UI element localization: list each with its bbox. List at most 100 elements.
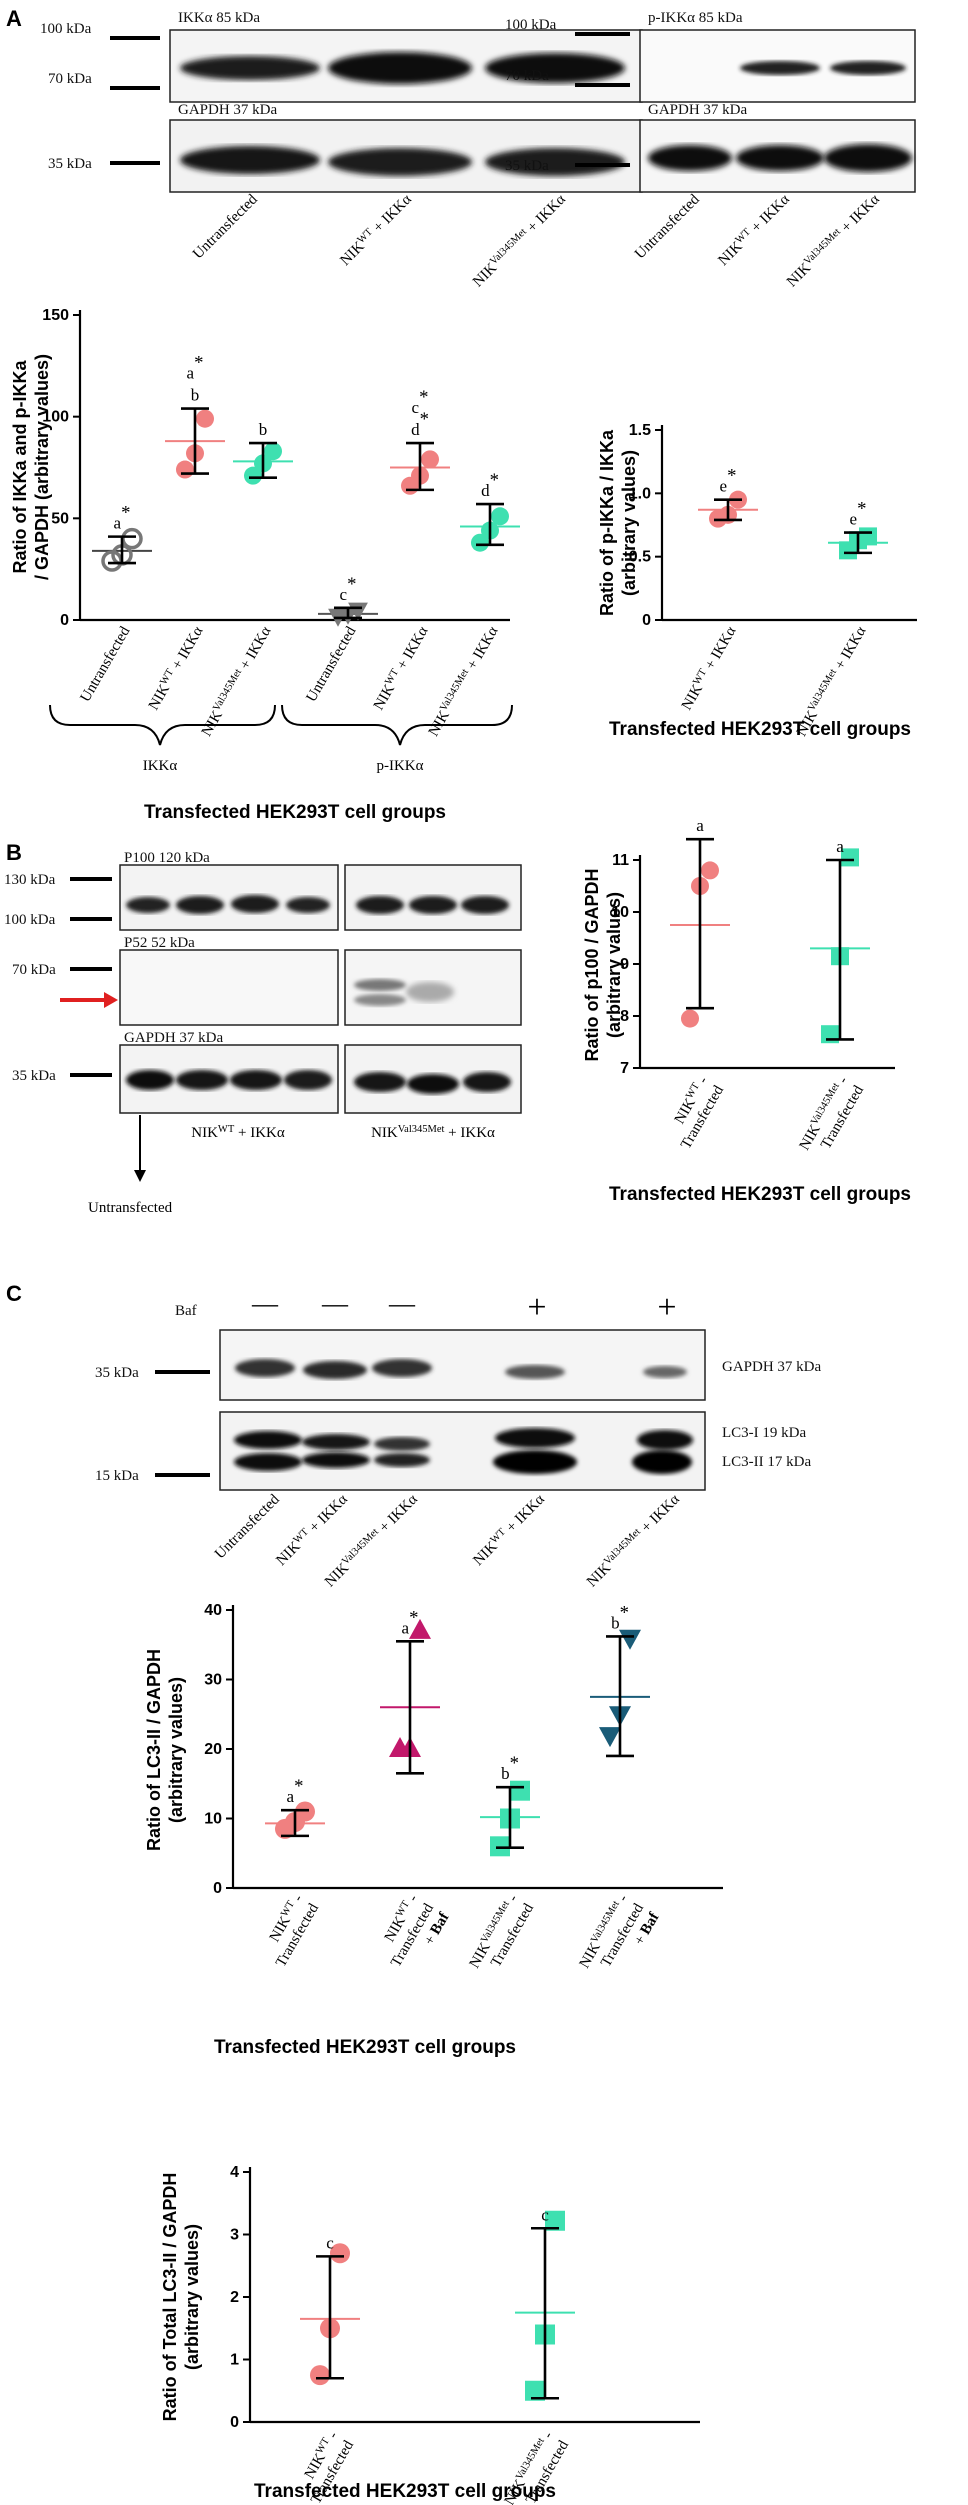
chart-A1-point [264,442,282,461]
chart-A1-ytick-label: 100 [42,409,69,426]
blot-b-group-mut: NIKVal345Met + IKKα [371,1124,495,1142]
chart-A1-y-title: Ratio of IKKa and p-IKKa / GAPDH (arbitra… [10,354,52,580]
chart-A1-x-label: Untransfected [78,624,134,705]
chart-A1-ytick-label: 150 [42,307,69,324]
blot-a-left-top-label: IKKα 85 kDa [178,10,260,26]
chart-C1-point [295,1801,315,1822]
chart-C1-point [599,1727,621,1748]
blot-c-lane-4: NIKWT + IKKα [469,1490,548,1569]
chart-c2-x-title: Transfected HEK293T cell groups [254,2481,556,2502]
blot-a-left-bottom-label: GAPDH 37 kDa [178,102,278,118]
blot-c-label-gapdh: GAPDH 37 kDa [722,1359,822,1375]
chart-B1-x-label: NIKVal345Met -Transfected [795,1073,867,1162]
chart-B1-point [681,1009,699,1028]
brace-label-p-ikka: p-IKKα [376,758,423,774]
chart-B1-point [701,861,719,880]
chart-B1-ytick-label: 8 [620,1008,629,1025]
blot-a-left-lane-3: NIKVal345Met + IKKα [469,190,569,290]
chart-C2-ytick-label: 3 [230,2227,239,2244]
blot-a-right-lane-3: NIKVal345Met + IKKα [783,190,883,290]
chart-A1-point [196,409,214,428]
chart-C2-ytick-label: 2 [230,2289,239,2306]
chart-A2-ytick-label: 0 [642,612,651,629]
panel-letter-b: B [6,840,22,865]
chart-A1-sig-label: c* [412,387,429,418]
blot-b-marker-70: 70 kDa [12,962,56,978]
chart-A1-point [491,507,509,526]
chart-B1-ytick-label: 9 [620,956,629,973]
chart-B1-ytick-label: 7 [620,1060,629,1077]
chart-C1-sig-label: b* [501,1753,519,1784]
blot-c-baf-mark-2: — [321,1289,349,1318]
blot-a-left-lane-2: NIKWT + IKKα [336,190,415,269]
blot-a-left-marker-35: 35 kDa [48,156,92,172]
blot-b-marker-35: 35 kDa [12,1068,56,1084]
chart-A1-sig-label: a* [187,352,204,383]
red-arrow-icon [104,992,118,1008]
chart-C2-point [545,2210,565,2231]
blot-a-right-marker-35: 35 kDa [505,158,549,174]
chart-A1-point [176,460,194,479]
chart-C1-ytick-label: 40 [204,1602,222,1619]
blot-a-right-lane-1: Untransfected [632,191,703,262]
blot-a-left-lane-1: Untransfected [190,191,261,262]
chart-A2-y-title: Ratio of p-IKKa / IKKa (arbitrary values) [597,429,639,616]
chart-A2-point [859,527,877,546]
chart-C1-y-title: Ratio of LC3-II / GAPDH (arbitrary values… [144,1649,186,1851]
chart-C1-x-label: NIKVal345Met -Transfected+ Baf [575,1890,663,1989]
blot-a-right-marker-70: 70 kDa [505,68,549,84]
chart-A1-sig-label: d* [481,470,499,501]
chart-C1-sig-label: a* [402,1607,419,1638]
blot-b-label-p52: P52 52 kDa [124,935,195,951]
chart-B1-sig-label: a [696,816,704,835]
chart-A1-x-label: NIKVal345Met + IKKα [197,623,274,739]
blot-a-right-marker-100-visible: 100 kDa [505,17,557,33]
chart-A1-point [244,466,262,485]
blot-c-baf-mark-5: + [657,1289,676,1326]
blot-a-right-lane-2: NIKWT + IKKα [714,190,793,269]
chart-B1-sig-label: a [836,837,844,856]
chart-c1-x-title: Transfected HEK293T cell groups [214,2037,516,2058]
blot-a-left: IKKα 85 kDa GAPDH 37 kDa 100 kDa 70 kDa … [40,10,643,290]
chart-C2-point [525,2380,545,2401]
blot-c-lane-5: NIKVal345Met + IKKα [583,1490,683,1590]
blot-a-right-top-label: p-IKKα 85 kDa [648,10,743,26]
blot-b-untransfected: Untransfected [88,1200,173,1216]
chart-B1-point [841,848,859,867]
chart-b1-x-title: Transfected HEK293T cell groups [609,1184,911,1205]
chart-C1-ytick-label: 20 [204,1741,222,1758]
blot-c: Baf — — — + + GAPDH 37 kDa LC3-I 19 kDa … [95,1289,822,1590]
blot-b-marker-130: 130 kDa [4,872,56,888]
chart-B1-y-title: Ratio of p100 / GAPDH (arbitrary values) [582,868,624,1061]
blot-b-label-gapdh: GAPDH 37 kDa [124,1030,224,1046]
brace-label-ikka: IKKα [143,758,178,774]
chart-C2-ytick-label: 4 [230,2164,239,2181]
chart-B1-ytick-label: 11 [612,852,629,869]
blot-c-baf-label: Baf [175,1303,197,1319]
blot-b-label-p100: P100 120 kDa [124,850,210,866]
chart-C2-y-title: Ratio of Total LC3-II / GAPDH (arbitrary … [160,2173,202,2422]
blot-b: P100 120 kDa P52 52 kDa GAPDH 37 kDa 130… [4,850,522,1216]
panel-letter-a: A [6,6,22,31]
chart-A2-ytick-label: 1.0 [629,485,651,502]
chart-C1-ytick-label: 10 [204,1811,222,1828]
chart-c1: 0 10 20 30 40 Ratio of LC3-II / GAPDH (arbitra… [144,1602,723,1989]
chart-B1-x-label: NIKWT -Transfected [661,1073,727,1152]
blot-c-marker-15: 15 kDa [95,1468,139,1484]
chart-B1-ytick-label: 10 [611,904,629,921]
chart-A1-x-label: NIKWT + IKKα [370,623,432,713]
chart-A1-point [471,533,489,552]
chart-A1-x-label: NIKVal345Met + IKKα [424,623,501,739]
chart-A1-sig-label: a* [114,502,131,533]
chart-C1-sig-label: a* [287,1776,304,1807]
chart-A1-sig-label: b [259,420,268,439]
chart-a1-x-title: Transfected HEK293T cell groups [144,802,446,823]
chart-A1-ytick-label: 50 [51,510,69,527]
chart-C1-x-label: NIKVal345Met -Transfected [465,1891,537,1980]
chart-C2-ytick-label: 0 [230,2414,239,2431]
blot-a-left-marker-70: 70 kDa [48,71,92,87]
